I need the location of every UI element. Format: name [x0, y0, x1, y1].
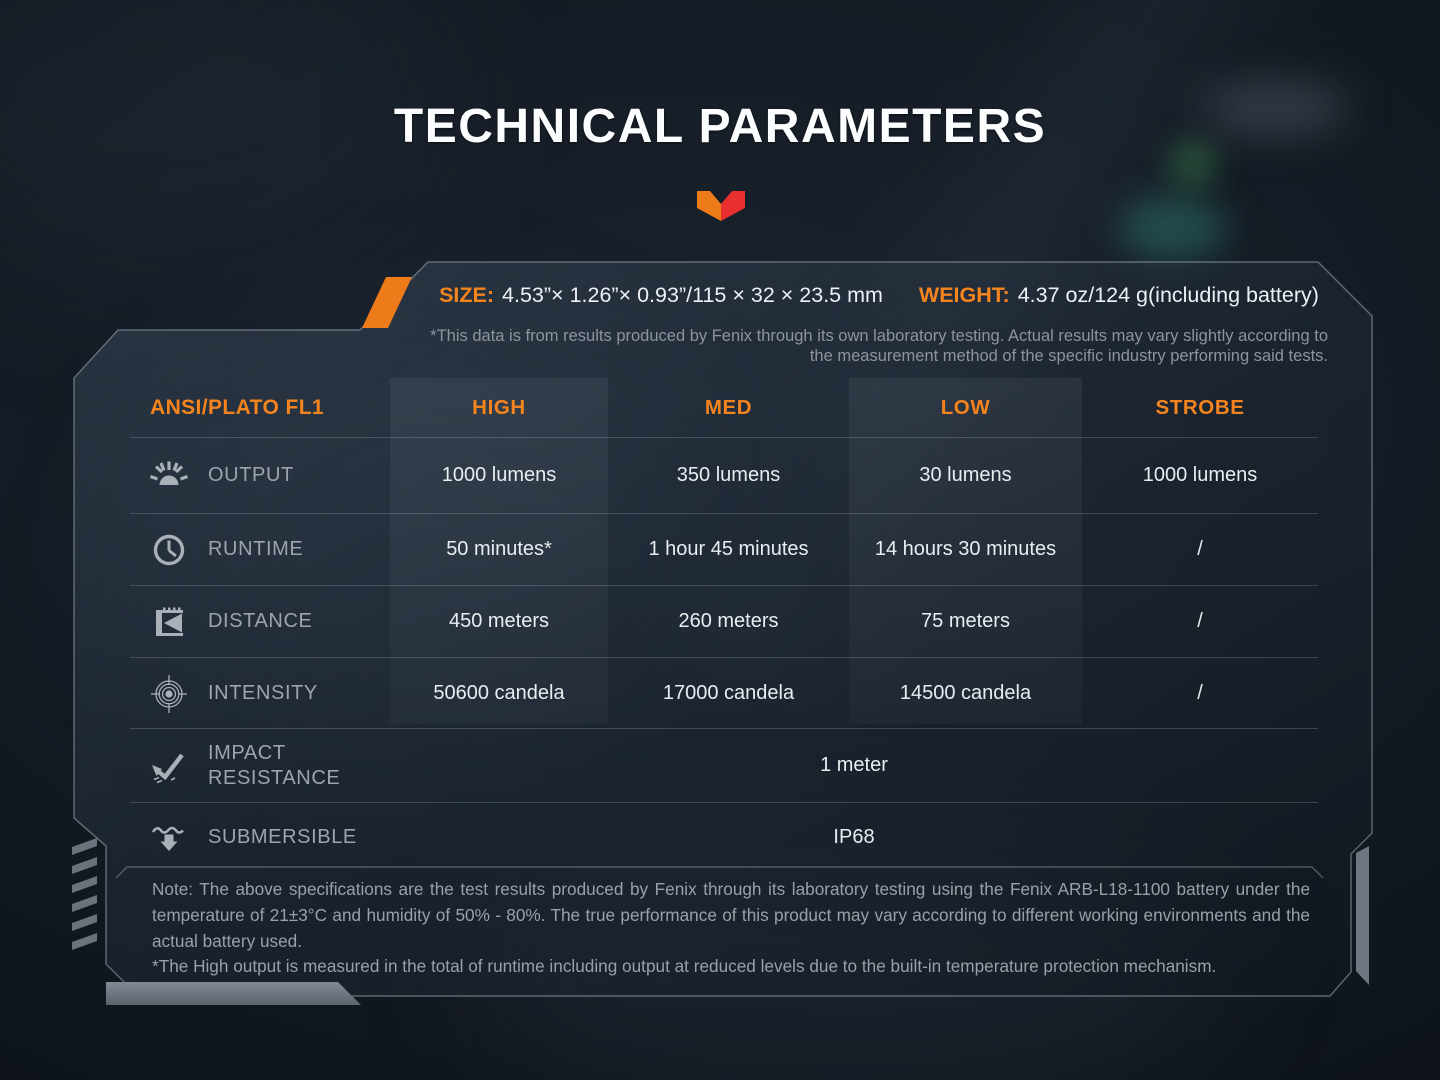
- cell-value: /: [1197, 681, 1203, 704]
- cell-value: 350 lumens: [676, 464, 781, 486]
- row-label: IMPACT RESISTANCE: [208, 741, 341, 789]
- cell-value: /: [1197, 610, 1203, 632]
- cell-value: 50 minutes*: [446, 538, 552, 560]
- table-row: SUBMERSIBLE IP68: [130, 803, 1318, 872]
- cell-value: 14500 candela: [899, 681, 1032, 704]
- row-label: SUBMERSIBLE: [208, 826, 357, 848]
- clock-icon: [146, 530, 192, 570]
- cell-value: 1000 lumens: [441, 464, 557, 486]
- cell-value-span: IP68: [833, 826, 875, 848]
- column-header-high: HIGH: [472, 395, 526, 419]
- beam-distance-icon: [146, 602, 192, 642]
- sunrise-output-icon: [146, 456, 192, 496]
- beam-intensity-icon: [146, 673, 192, 713]
- table-row: DISTANCE 450 meters 260 meters 75 meters…: [130, 586, 1318, 658]
- cell-value: /: [1197, 538, 1203, 560]
- cell-value: 50600 candela: [433, 681, 565, 704]
- weight-value: 4.37 oz/124 g(including battery): [1017, 283, 1319, 307]
- cell-value: 75 meters: [921, 610, 1010, 632]
- footer-bar: [106, 982, 361, 1005]
- column-header-med: MED: [704, 395, 753, 419]
- page-title: TECHNICAL PARAMETERS: [393, 100, 1047, 153]
- column-highlight-low: [849, 378, 1082, 724]
- row-label: DISTANCE: [208, 610, 313, 632]
- cell-value: 14 hours 30 minutes: [874, 538, 1057, 560]
- table-row: INTENSITY 50600 candela 17000 candela 14…: [130, 658, 1318, 729]
- footnotes: Note: The above specifications are the t…: [152, 877, 1310, 980]
- impact-resistance-icon: [146, 746, 192, 786]
- cell-value: 1 hour 45 minutes: [648, 538, 809, 560]
- table-row: OUTPUT 1000 lumens 350 lumens 30 lumens …: [130, 438, 1318, 514]
- orange-accent: [362, 277, 412, 328]
- side-strip: [1356, 846, 1369, 985]
- size-label: SIZE:: [439, 283, 495, 307]
- weight-label: WEIGHT:: [918, 283, 1010, 307]
- size-value: 4.53”× 1.26”× 0.93”/115 × 32 × 23.5 mm: [502, 283, 883, 307]
- row-label: OUTPUT: [208, 464, 294, 486]
- spec-table: ANSI/PLATO FL1 HIGH MED LOW STROBE: [130, 378, 1318, 872]
- cell-value: 450 meters: [448, 610, 550, 632]
- note-paragraph: *The High output is measured in the tota…: [152, 956, 1217, 977]
- standard-label: ANSI/PLATO FL1: [150, 395, 324, 419]
- cell-value-span: 1 meter: [820, 754, 888, 776]
- hazard-stripes: [72, 838, 97, 950]
- background-blur: [1118, 196, 1228, 260]
- cell-value: 30 lumens: [919, 464, 1012, 486]
- size-weight-line: SIZE: 4.53”× 1.26”× 0.93”/115 × 32 × 23.…: [430, 283, 1328, 313]
- row-label: INTENSITY: [208, 681, 318, 704]
- column-header-low: LOW: [940, 395, 991, 419]
- chevron-down-icon: [697, 191, 745, 221]
- cell-value: 17000 candela: [662, 681, 795, 704]
- row-label: RUNTIME: [208, 538, 304, 560]
- cell-value: 1000 lumens: [1142, 464, 1258, 486]
- note-paragraph: Note: The above specifications are the t…: [152, 879, 1310, 951]
- cell-value: 260 meters: [678, 610, 779, 632]
- column-header-strobe: STROBE: [1155, 395, 1245, 419]
- table-row: IMPACT RESISTANCE 1 meter: [130, 729, 1318, 803]
- table-header-row: ANSI/PLATO FL1 HIGH MED LOW STROBE: [130, 378, 1318, 438]
- lab-disclaimer: *This data is from results produced by F…: [430, 327, 1328, 365]
- submersible-icon: [146, 818, 192, 858]
- column-highlight-high: [390, 378, 608, 724]
- table-row: RUNTIME 50 minutes* 1 hour 45 minutes 14…: [130, 514, 1318, 586]
